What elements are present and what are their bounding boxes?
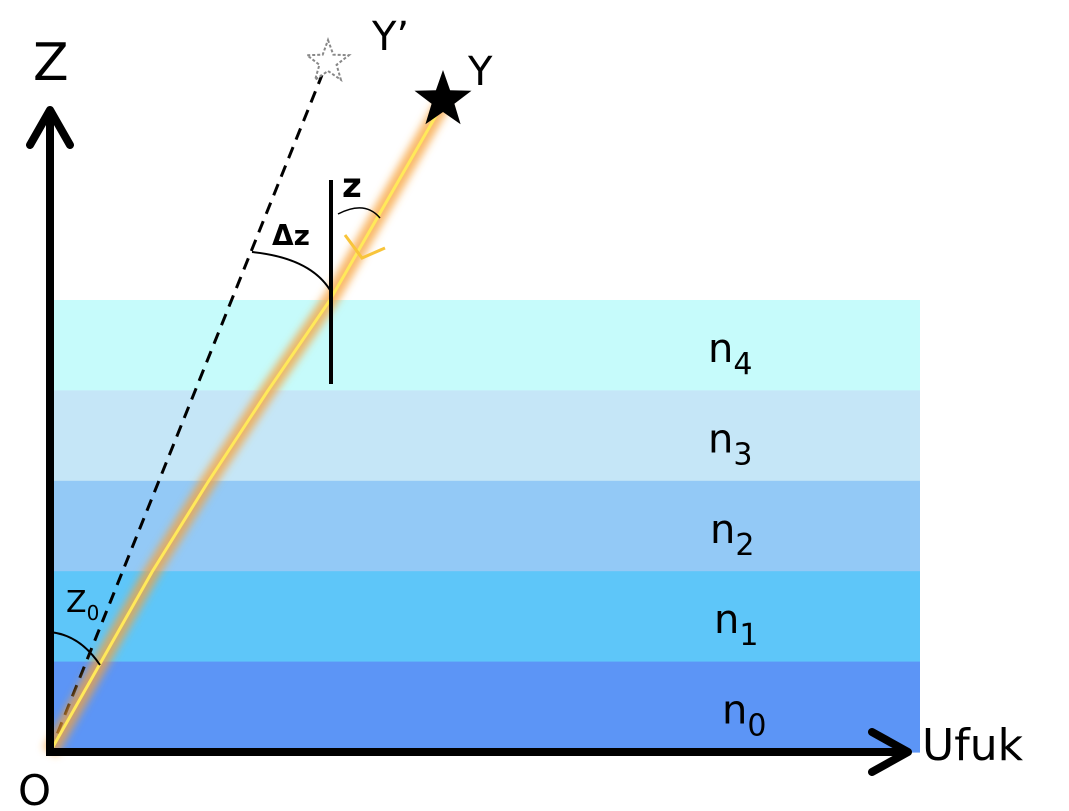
- symbol: n: [722, 688, 747, 734]
- symbol: n: [714, 597, 739, 643]
- angle-label: Δz: [272, 219, 310, 252]
- star-label: Y: [467, 49, 493, 95]
- star-label: Y’: [371, 14, 409, 60]
- axis-label: Ufuk: [922, 720, 1024, 771]
- layer: [50, 300, 920, 391]
- apparent-star: [307, 40, 349, 80]
- symbol: Z: [66, 585, 87, 620]
- subscript: 3: [733, 437, 752, 472]
- layer: [50, 662, 920, 753]
- angle-label: z: [342, 166, 362, 206]
- subscript: 0: [747, 709, 766, 744]
- symbol: n: [708, 416, 733, 462]
- subscript: 1: [739, 618, 758, 653]
- page: {"axes": {"vertical": "Z", "horizontal":…: [0, 0, 1069, 811]
- refraction-diagram: n4n3n2n1n0 Z Ufuk O Y’ Y z Δz Z0: [0, 0, 1069, 811]
- layer: [50, 390, 920, 481]
- subscript: 0: [87, 601, 100, 625]
- axis-label: Z: [33, 33, 69, 93]
- origin-label: O: [18, 766, 51, 811]
- symbol: n: [710, 507, 735, 553]
- delta-z-arc: [252, 252, 330, 290]
- subscript: 2: [735, 528, 754, 563]
- symbol: n: [708, 326, 733, 372]
- layer: [50, 571, 920, 662]
- subscript: 4: [733, 347, 752, 382]
